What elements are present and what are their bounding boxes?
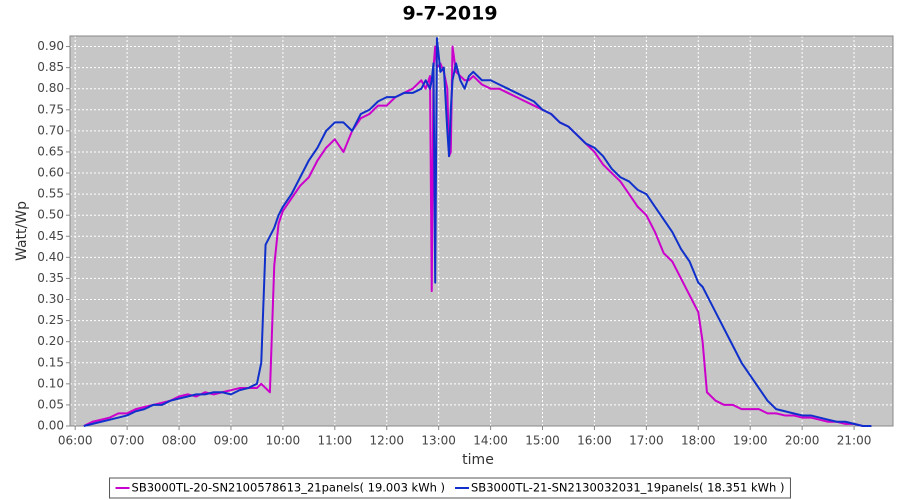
y-axis-label: Watt/Wp [14, 201, 30, 261]
x-tick-label: 09:00 [214, 434, 249, 448]
legend-label: SB3000TL-21-SN2130032031_19panels( 18.35… [471, 481, 784, 495]
x-tick-label: 14:00 [473, 434, 508, 448]
y-tick-label: 0.25 [37, 313, 64, 327]
x-tick-label: 13:00 [421, 434, 456, 448]
series-line [83, 37, 872, 427]
x-tick-label: 21:00 [837, 434, 872, 448]
y-tick-label: 0.20 [37, 334, 64, 348]
y-tick-label: 0.55 [37, 187, 64, 201]
y-tick-label: 0.75 [37, 102, 64, 116]
x-tick-label: 17:00 [629, 434, 664, 448]
y-tick-label: 0.85 [37, 60, 64, 74]
y-tick-label: 0.05 [37, 397, 64, 411]
x-tick-label: 16:00 [577, 434, 612, 448]
legend-box [109, 477, 791, 499]
chart-title: 9-7-2019 [402, 3, 497, 25]
x-axis-label: time [462, 452, 494, 468]
x-tick-label: 15:00 [525, 434, 560, 448]
x-tick-label: 20:00 [785, 434, 820, 448]
y-tick-label: 0.10 [37, 376, 64, 390]
x-tick-label: 18:00 [681, 434, 716, 448]
plot-border [69, 35, 894, 427]
y-tick-label: 0.00 [37, 419, 64, 433]
y-tick-label: 0.65 [37, 144, 64, 158]
legend: SB3000TL-20-SN2100578613_21panels( 19.00… [109, 477, 791, 499]
y-tick-label: 0.40 [37, 250, 64, 264]
y-tick-label: 0.70 [37, 123, 64, 137]
plot-area [70, 36, 893, 426]
x-tick-label: 12:00 [369, 434, 404, 448]
y-tick-label: 0.50 [37, 208, 64, 222]
x-tick-label: 07:00 [110, 434, 145, 448]
x-tick-label: 08:00 [162, 434, 197, 448]
y-tick-label: 0.90 [37, 39, 64, 53]
y-tick-label: 0.80 [37, 81, 64, 95]
legend-label: SB3000TL-20-SN2100578613_21panels( 19.00… [132, 481, 445, 495]
y-tick-label: 0.45 [37, 229, 64, 243]
x-tick-label: 19:00 [733, 434, 768, 448]
y-tick-label: 0.30 [37, 292, 64, 306]
y-tick-label: 0.60 [37, 166, 64, 180]
x-tick-label: 11:00 [318, 434, 353, 448]
x-tick-label: 10:00 [266, 434, 301, 448]
y-tick-label: 0.15 [37, 355, 64, 369]
series-line [83, 45, 872, 427]
x-tick-label: 06:00 [58, 434, 93, 448]
y-tick-label: 0.35 [37, 271, 64, 285]
